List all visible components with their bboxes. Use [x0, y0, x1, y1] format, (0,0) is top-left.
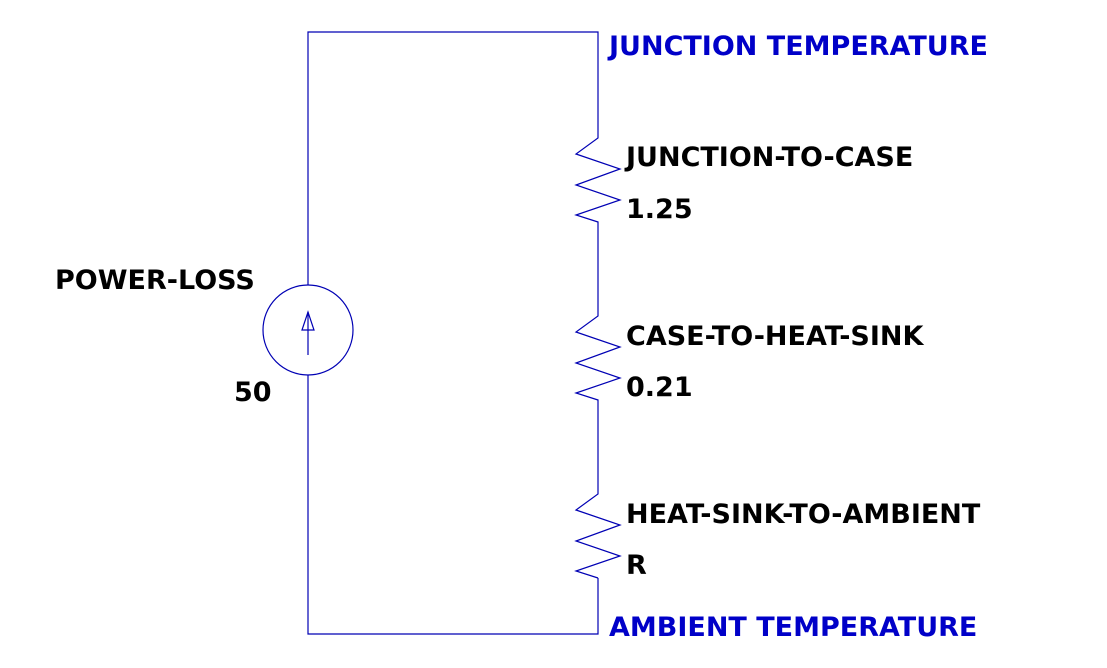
circuit-wires: [307, 31, 599, 635]
left-lower-wire: [307, 375, 599, 635]
power-loss-current-source-icon: [262, 284, 354, 376]
heat-sink-to-ambient-resistor-icon: [574, 488, 622, 579]
source-name-label: POWER-LOSS: [55, 265, 255, 296]
junction-to-case-resistor-icon: [574, 130, 622, 224]
net-label-junction-temperature: JUNCTION TEMPERATURE: [607, 31, 988, 62]
resistor-1-name-label: JUNCTION-TO-CASE: [624, 142, 913, 173]
resistor-1-value-label: 1.25: [626, 194, 693, 225]
source-value-label: 50: [234, 377, 272, 408]
net-label-ambient-temperature: AMBIENT TEMPERATURE: [609, 612, 977, 643]
resistor-3-name-label: HEAT-SINK-TO-AMBIENT: [626, 499, 981, 530]
case-to-heat-sink-resistor-icon: [574, 310, 622, 402]
resistor-3-value-label: R: [626, 550, 647, 581]
resistor-2-name-label: CASE-TO-HEAT-SINK: [626, 321, 924, 352]
left-upper-wire: [307, 31, 599, 285]
resistor-2-value-label: 0.21: [626, 372, 693, 403]
